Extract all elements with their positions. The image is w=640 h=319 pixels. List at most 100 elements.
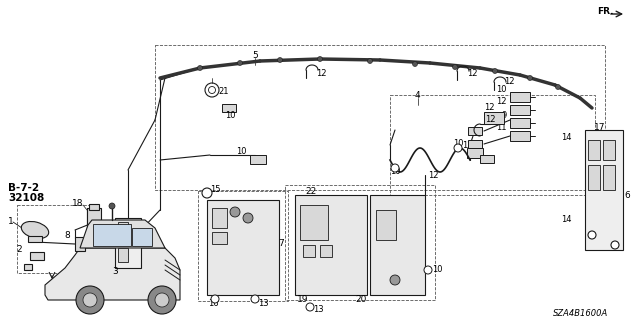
Circle shape xyxy=(493,69,497,73)
Text: 10: 10 xyxy=(237,147,247,157)
Text: 18: 18 xyxy=(72,199,83,209)
Text: 4: 4 xyxy=(415,91,420,100)
Text: 5: 5 xyxy=(252,51,258,61)
Bar xyxy=(510,131,530,141)
Text: 19: 19 xyxy=(297,294,308,303)
Circle shape xyxy=(230,207,240,217)
Bar xyxy=(24,264,32,270)
Circle shape xyxy=(527,76,532,80)
Bar xyxy=(28,236,42,242)
Circle shape xyxy=(452,64,458,70)
Circle shape xyxy=(209,86,216,93)
Circle shape xyxy=(454,144,462,152)
Text: 14: 14 xyxy=(561,216,572,225)
Circle shape xyxy=(237,61,243,65)
Text: 8: 8 xyxy=(64,231,70,240)
Circle shape xyxy=(588,231,596,239)
Circle shape xyxy=(611,241,619,249)
Bar xyxy=(603,165,615,190)
Text: 10: 10 xyxy=(432,265,442,275)
Text: 10: 10 xyxy=(454,138,464,147)
Bar xyxy=(132,228,152,246)
Text: 10: 10 xyxy=(497,85,507,93)
Polygon shape xyxy=(80,220,165,248)
Polygon shape xyxy=(45,248,180,300)
Text: 12: 12 xyxy=(428,170,438,180)
Text: 21: 21 xyxy=(218,86,228,95)
Circle shape xyxy=(205,83,219,97)
Text: 10: 10 xyxy=(225,110,236,120)
Bar xyxy=(89,204,99,210)
Bar xyxy=(87,208,101,230)
Text: 14: 14 xyxy=(561,133,572,143)
Text: FR.: FR. xyxy=(597,6,614,16)
Bar xyxy=(212,232,227,244)
Text: 7: 7 xyxy=(278,239,284,248)
Text: B-7-2: B-7-2 xyxy=(8,183,39,193)
Text: 2: 2 xyxy=(17,246,22,255)
Bar xyxy=(17,205,89,273)
Circle shape xyxy=(109,203,115,209)
Text: SZA4B1600A: SZA4B1600A xyxy=(553,308,608,317)
Bar xyxy=(295,195,367,295)
Bar xyxy=(118,248,128,262)
Bar xyxy=(118,234,128,242)
Bar xyxy=(376,210,396,240)
Bar xyxy=(585,130,623,250)
Bar xyxy=(390,95,595,195)
Text: 13: 13 xyxy=(313,306,324,315)
Bar xyxy=(510,118,530,128)
Bar xyxy=(603,140,615,160)
Bar xyxy=(588,140,600,160)
Bar xyxy=(510,105,530,115)
Text: 17: 17 xyxy=(594,122,605,131)
Circle shape xyxy=(198,65,202,70)
Circle shape xyxy=(251,295,259,303)
Text: 12: 12 xyxy=(484,103,495,113)
Bar xyxy=(212,208,227,228)
Circle shape xyxy=(391,164,399,172)
Text: 16: 16 xyxy=(208,299,219,308)
Text: 11: 11 xyxy=(497,123,507,132)
Text: 9: 9 xyxy=(502,110,507,120)
Bar xyxy=(207,200,279,295)
Bar xyxy=(118,222,128,230)
Bar xyxy=(303,245,315,257)
Circle shape xyxy=(148,286,176,314)
Circle shape xyxy=(202,188,212,198)
Text: 32108: 32108 xyxy=(8,193,44,203)
Bar xyxy=(250,155,266,164)
Text: 13: 13 xyxy=(258,299,269,308)
Bar xyxy=(285,185,435,300)
Bar xyxy=(300,205,328,240)
Text: 12: 12 xyxy=(485,115,495,124)
Text: 12: 12 xyxy=(316,69,326,78)
Bar xyxy=(155,45,605,190)
Circle shape xyxy=(211,295,219,303)
Circle shape xyxy=(556,85,561,90)
Bar xyxy=(320,245,332,257)
Bar xyxy=(30,252,44,260)
Bar xyxy=(588,165,600,190)
Circle shape xyxy=(317,56,323,62)
Bar xyxy=(484,112,504,124)
Bar xyxy=(93,224,131,246)
Bar xyxy=(115,218,141,268)
Text: 10: 10 xyxy=(390,167,401,176)
Circle shape xyxy=(243,213,253,223)
Circle shape xyxy=(155,293,169,307)
Ellipse shape xyxy=(21,221,49,239)
Bar xyxy=(467,148,483,158)
Bar xyxy=(510,92,530,102)
Text: 22: 22 xyxy=(305,188,316,197)
Bar xyxy=(468,140,482,148)
Text: 12: 12 xyxy=(462,140,472,150)
Text: 3: 3 xyxy=(112,268,118,277)
Text: 12: 12 xyxy=(467,70,477,78)
Circle shape xyxy=(413,62,417,66)
Text: 6: 6 xyxy=(624,190,630,199)
Bar xyxy=(75,237,85,251)
Bar xyxy=(480,155,494,163)
Circle shape xyxy=(390,275,400,285)
Circle shape xyxy=(278,57,282,63)
